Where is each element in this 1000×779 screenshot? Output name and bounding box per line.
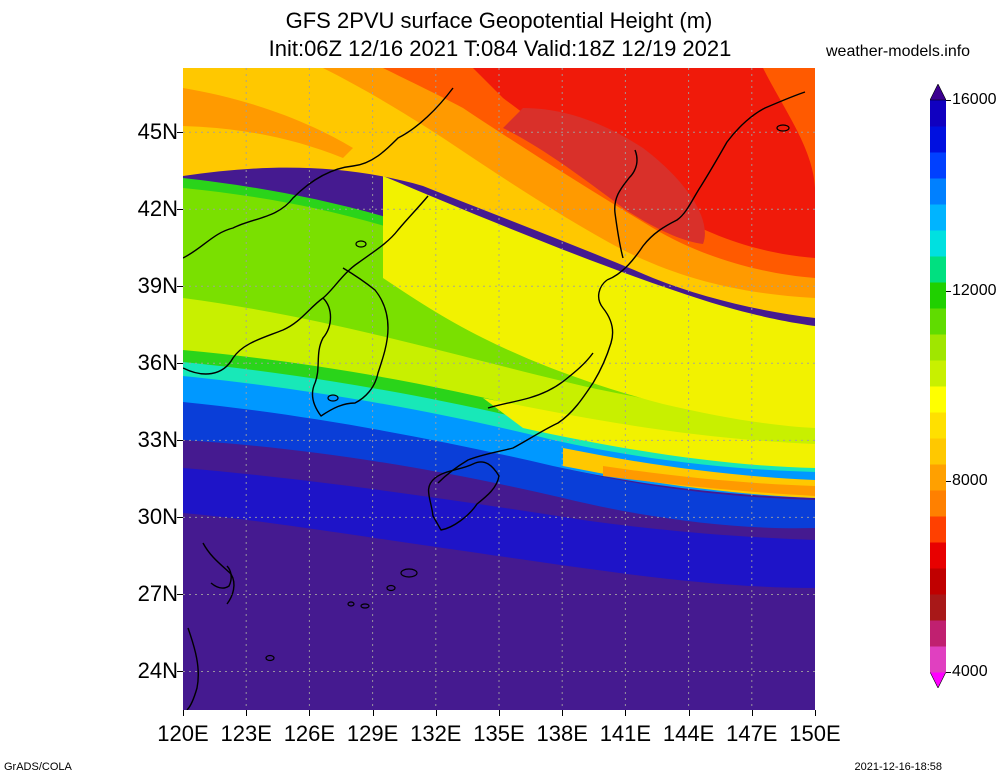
site-label: weather-models.info — [826, 43, 971, 60]
colorbar-tick-mark — [946, 672, 951, 673]
lon-tick-label: 150E — [789, 721, 841, 746]
lat-tick-mark — [177, 440, 183, 442]
lon-tick-label: 123E — [220, 721, 272, 746]
lon-tick-mark — [815, 710, 816, 716]
map-plot-area — [183, 68, 815, 710]
colorbar-segment — [930, 334, 946, 361]
lat-tick-label: 27N — [137, 581, 178, 607]
lat-tick-mark — [177, 594, 183, 596]
lon-tick-label: 144E — [662, 721, 715, 746]
colorbar-segment — [930, 438, 946, 465]
field-band-orange-left — [183, 88, 353, 158]
map-title-line2: Init:06Z 12/16 2021 T:084 Valid:18Z 12/1… — [268, 36, 732, 61]
colorbar-tick-label: 8000 — [952, 472, 988, 490]
colorbar-tick-mark — [946, 100, 951, 101]
lat-tick-mark — [177, 363, 183, 365]
colorbar-segment — [930, 282, 946, 309]
lon-tick-label: 138E — [536, 721, 588, 746]
colorbar-low-arrow — [930, 671, 946, 688]
colorbar-segment — [930, 412, 946, 439]
lon-tick-mark — [246, 710, 248, 716]
colorbar-segment — [930, 126, 946, 153]
colorbar-high-arrow — [930, 84, 946, 101]
lon-tick-mark — [183, 710, 184, 716]
colorbar-segment — [930, 178, 946, 205]
field-band-darkred — [503, 108, 705, 244]
lat-tick-label: 30N — [137, 504, 178, 530]
colorbar-segment — [930, 646, 946, 673]
colorbar-segment — [930, 464, 946, 491]
map-title-line1: GFS 2PVU surface Geopotential Height (m) — [285, 8, 713, 33]
field-band-orange-south — [603, 466, 815, 496]
lon-tick-label: 135E — [473, 721, 525, 746]
colorbar-segment — [930, 516, 946, 543]
colorbar-segment — [930, 542, 946, 569]
lon-tick-mark — [625, 710, 627, 716]
colorbar-segment — [930, 620, 946, 647]
lat-tick-mark — [177, 671, 183, 673]
colorbar-segment — [930, 308, 946, 335]
lon-tick-label: 129E — [346, 721, 399, 746]
lat-tick-mark — [177, 132, 183, 134]
coastlines — [183, 87, 806, 710]
colorbar-segment — [930, 100, 946, 127]
lat-tick-mark — [177, 286, 183, 288]
colorbar-segment — [930, 152, 946, 179]
lat-tick-label: 45N — [137, 119, 178, 145]
lat-lon-gridlines — [183, 68, 815, 710]
colorbar-segment — [930, 568, 946, 595]
lon-tick-label: 126E — [283, 721, 336, 746]
lon-tick-mark — [688, 710, 690, 716]
lon-tick-label: 141E — [599, 721, 652, 746]
lat-tick-mark — [177, 517, 183, 519]
lon-tick-mark — [372, 710, 374, 716]
lon-tick-label: 120E — [157, 721, 209, 746]
colorbar-segment — [930, 360, 946, 387]
field-band-yellow-south — [483, 398, 815, 468]
lon-tick-mark — [435, 710, 437, 716]
islands — [265, 124, 790, 662]
field-band-blue — [183, 468, 815, 588]
lat-tick-label: 39N — [137, 273, 178, 299]
lat-tick-label: 42N — [137, 196, 178, 222]
lon-tick-label: 147E — [726, 721, 778, 746]
lat-tick-mark — [177, 209, 183, 211]
lon-tick-mark — [751, 710, 753, 716]
height-field-map — [183, 68, 815, 710]
lon-tick-label: 132E — [410, 721, 462, 746]
colorbar-segment — [930, 490, 946, 517]
lon-tick-mark — [309, 710, 311, 716]
lat-tick-label: 24N — [137, 658, 178, 684]
lat-tick-label: 33N — [137, 427, 178, 453]
footer-timestamp: 2021-12-16-18:58 — [854, 761, 942, 773]
colorbar-segment — [930, 204, 946, 231]
field-band-yellowgreen — [183, 298, 815, 456]
colorbar — [930, 84, 946, 688]
field-band-lightblue — [183, 398, 815, 529]
lon-tick-mark — [499, 710, 500, 716]
footer-left: GrADS/COLA — [4, 761, 72, 773]
colorbar-tick-label: 16000 — [952, 91, 997, 108]
colorbar-tick-label: 12000 — [952, 281, 997, 299]
colorbar-segment — [930, 230, 946, 257]
colorbar-segment — [930, 594, 946, 621]
lon-tick-mark — [562, 710, 564, 716]
colorbar-segment — [930, 256, 946, 283]
lat-tick-label: 36N — [137, 350, 178, 376]
colorbar-segment — [930, 386, 946, 413]
colorbar-tick-label: 4000 — [952, 663, 988, 680]
colorbar-tick-mark — [946, 481, 951, 483]
colorbar-tick-mark — [946, 290, 951, 292]
